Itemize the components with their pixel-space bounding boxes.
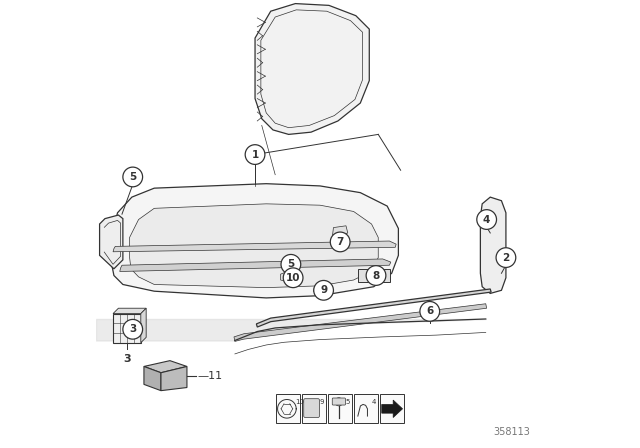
Circle shape: [281, 254, 301, 274]
Polygon shape: [120, 259, 391, 271]
FancyBboxPatch shape: [328, 394, 352, 423]
FancyBboxPatch shape: [358, 269, 390, 282]
Polygon shape: [144, 366, 161, 391]
Polygon shape: [481, 197, 506, 293]
Circle shape: [245, 145, 265, 164]
Circle shape: [123, 319, 143, 339]
Polygon shape: [280, 272, 291, 281]
Text: 5: 5: [129, 172, 136, 182]
FancyBboxPatch shape: [276, 394, 300, 423]
Text: 2: 2: [502, 253, 509, 263]
Text: 1: 1: [252, 150, 259, 159]
Polygon shape: [257, 289, 491, 327]
Text: 9: 9: [320, 285, 327, 295]
Circle shape: [496, 248, 516, 267]
FancyBboxPatch shape: [304, 399, 319, 418]
Text: 3: 3: [129, 324, 136, 334]
Text: 10: 10: [296, 399, 305, 405]
Circle shape: [366, 266, 386, 285]
FancyBboxPatch shape: [332, 398, 346, 405]
Circle shape: [123, 167, 143, 187]
Text: 5: 5: [287, 259, 294, 269]
Polygon shape: [113, 308, 146, 314]
Circle shape: [335, 398, 343, 406]
FancyBboxPatch shape: [380, 394, 404, 423]
Polygon shape: [141, 308, 146, 343]
Text: 9: 9: [320, 399, 324, 405]
Polygon shape: [255, 4, 369, 134]
Text: 5: 5: [346, 399, 350, 405]
Circle shape: [420, 302, 440, 321]
Polygon shape: [112, 184, 398, 298]
Polygon shape: [161, 366, 187, 391]
Text: 4: 4: [371, 399, 376, 405]
Text: 7: 7: [337, 237, 344, 247]
Polygon shape: [314, 285, 326, 293]
Polygon shape: [113, 241, 396, 252]
Polygon shape: [144, 361, 187, 373]
Text: 4: 4: [483, 215, 490, 224]
Text: 6: 6: [426, 306, 433, 316]
Text: —11: —11: [198, 371, 223, 381]
Text: 3: 3: [123, 354, 131, 364]
Text: 8: 8: [372, 271, 380, 280]
Polygon shape: [381, 400, 403, 418]
Text: 10: 10: [286, 273, 300, 283]
Polygon shape: [333, 226, 348, 237]
Text: 358113: 358113: [493, 427, 531, 437]
FancyBboxPatch shape: [113, 314, 141, 343]
Polygon shape: [234, 304, 486, 341]
Polygon shape: [100, 215, 123, 269]
Circle shape: [330, 232, 350, 252]
Circle shape: [477, 210, 497, 229]
FancyBboxPatch shape: [354, 394, 378, 423]
Circle shape: [314, 280, 333, 300]
Polygon shape: [130, 204, 378, 288]
Circle shape: [284, 268, 303, 288]
FancyBboxPatch shape: [302, 394, 326, 423]
